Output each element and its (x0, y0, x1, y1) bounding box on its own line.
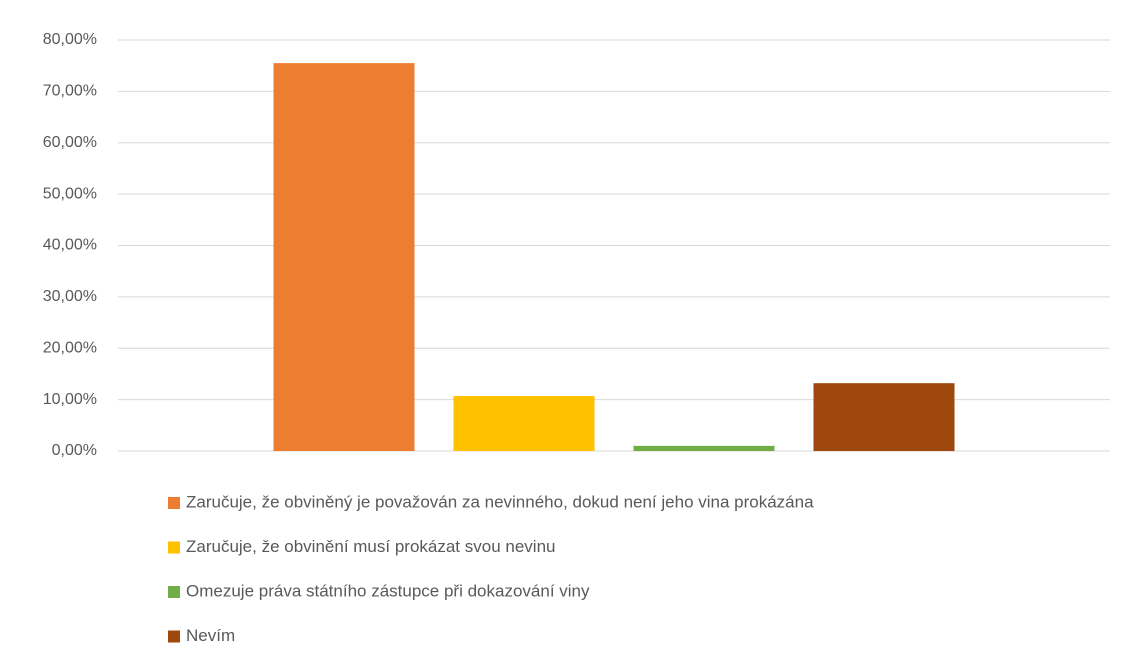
bar (633, 445, 775, 451)
legend-label: Zaručuje, že obvinění musí prokázat svou… (186, 537, 555, 556)
y-tick-label: 0,00% (52, 442, 97, 459)
legend-swatch (168, 541, 180, 554)
legend-swatch (168, 497, 180, 509)
legend-label: Nevím (186, 626, 235, 645)
y-tick-label: 10,00% (43, 391, 97, 408)
legend-swatch (168, 630, 180, 643)
bar (813, 383, 955, 451)
y-tick-label: 30,00% (43, 288, 97, 305)
legend-label: Omezuje práva státního zástupce při doka… (186, 581, 590, 600)
legend-label: Zaručuje, že obviněný je považován za ne… (186, 492, 814, 511)
y-tick-label: 40,00% (43, 237, 97, 254)
y-tick-label: 80,00% (43, 31, 97, 48)
y-tick-label: 60,00% (43, 134, 97, 151)
y-tick-label: 20,00% (43, 339, 97, 356)
y-tick-label: 50,00% (43, 185, 97, 202)
legend-swatch (168, 586, 180, 598)
y-tick-label: 70,00% (43, 83, 97, 100)
bar (453, 396, 595, 451)
bar (273, 63, 415, 452)
